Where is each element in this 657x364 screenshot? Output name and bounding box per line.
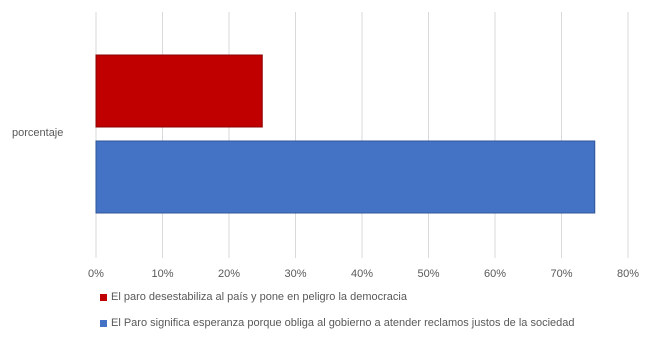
x-tick-label: 20%: [218, 268, 240, 280]
x-tick-label: 60%: [484, 268, 506, 280]
bars: [95, 54, 596, 214]
x-axis-ticks: 0% 10% 20% 30% 40% 50% 60% 70% 80%: [88, 268, 639, 280]
x-tick-label: 30%: [284, 268, 306, 280]
legend-item-red: El paro desestabiliza al país y pone en …: [100, 290, 640, 305]
x-tick-label: 10%: [151, 268, 173, 280]
x-tick-label: 80%: [617, 268, 639, 280]
gridlines: [95, 12, 629, 258]
legend: El paro desestabiliza al país y pone en …: [100, 290, 640, 342]
legend-swatch-blue: [100, 320, 107, 327]
bar-desestabiliza: [95, 54, 263, 128]
legend-swatch-red: [100, 294, 107, 301]
category-label: porcentaje: [12, 127, 63, 139]
legend-label-blue: El Paro significa esperanza porque oblig…: [111, 317, 575, 329]
legend-item-blue: El Paro significa esperanza porque oblig…: [100, 316, 640, 331]
x-tick-label: 50%: [417, 268, 439, 280]
legend-label-red: El paro desestabiliza al país y pone en …: [111, 291, 407, 303]
x-tick-label: 40%: [351, 268, 373, 280]
bar-chart: 0% 10% 20% 30% 40% 50% 60% 70% 80% porcentaje: [12, 12, 639, 280]
bar-esperanza: [95, 140, 596, 214]
x-tick-label: 0%: [88, 268, 104, 280]
x-tick-label: 70%: [550, 268, 572, 280]
